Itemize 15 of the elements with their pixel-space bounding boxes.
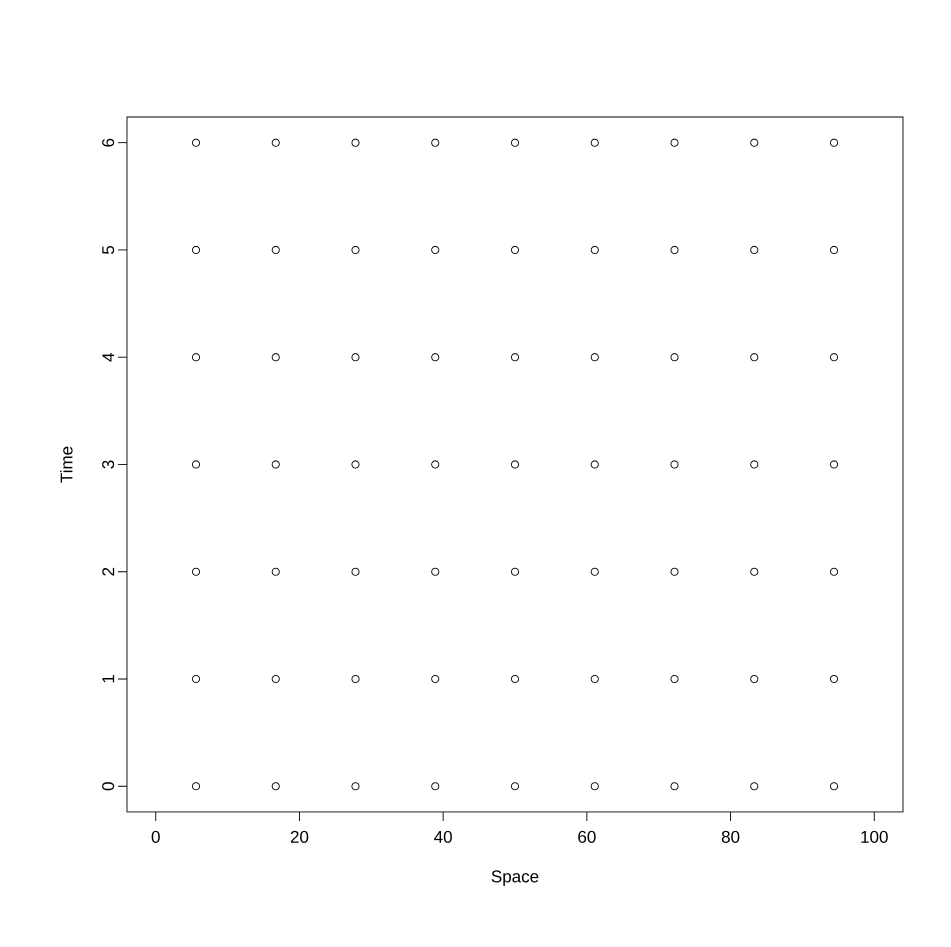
y-tick-label: 1 [102,675,114,682]
y-tick-label: 3 [102,460,114,469]
x-tick-label: 60 [578,830,596,843]
y-tick-label: 2 [102,568,114,576]
y-tick-label: 6 [102,138,114,147]
x-tick-label: 20 [290,830,308,843]
x-tick-label: 80 [722,830,740,843]
y-tick-label: 0 [102,782,114,790]
x-tick-label: 40 [434,830,452,843]
x-tick-label: 0 [152,830,160,843]
y-axis-title: Time [60,446,73,483]
y-tick-label: 4 [102,353,114,362]
x-tick-label: 100 [861,830,888,843]
y-tick-label: 5 [102,246,114,254]
x-axis-title: Space [492,870,538,886]
